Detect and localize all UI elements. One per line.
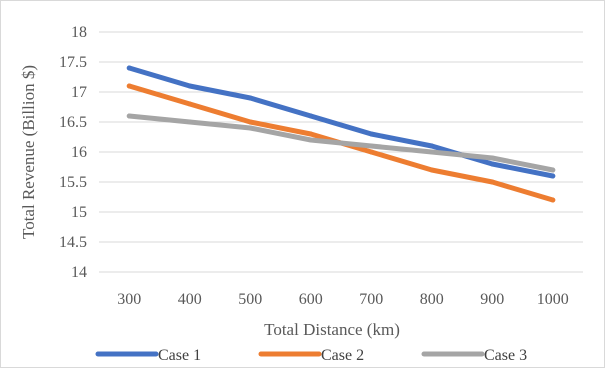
legend-label-case-3: Case 3 [484,347,527,364]
data-point-case-2 [126,83,132,89]
series-line-case-1 [126,65,556,179]
data-point-case-3 [126,113,132,119]
y-tick-label: 16 [71,144,87,161]
y-tick-label: 14 [71,264,87,281]
y-tick-label: 15.5 [59,174,87,191]
data-point-case-3 [550,167,556,173]
y-tick-label: 14.5 [59,234,87,251]
x-tick-label: 900 [480,291,504,308]
data-point-case-2 [308,131,314,137]
x-tick-label: 700 [359,291,383,308]
data-point-case-2 [247,119,253,125]
data-point-case-3 [368,143,374,149]
gridlines [99,31,583,273]
legend: Case 1 Case 2 Case 3 [95,347,527,364]
data-point-case-1 [550,173,556,179]
x-tick-label: 400 [178,291,202,308]
y-tick-label: 17.5 [59,54,87,71]
data-point-case-1 [429,143,435,149]
data-point-case-3 [308,137,314,143]
y-axis-title: Total Revenue (Billion $) [19,65,38,239]
x-axis-title: Total Distance (km) [264,320,400,339]
legend-label-case-1: Case 1 [158,347,201,364]
data-point-case-1 [247,95,253,101]
data-point-case-1 [187,83,193,89]
y-tick-label: 17 [71,84,87,101]
x-tick-label: 500 [238,291,262,308]
data-point-case-3 [489,155,495,161]
y-tick-label: 15 [71,204,87,221]
x-tick-label: 600 [299,291,323,308]
data-point-case-1 [308,113,314,119]
x-tick-label: 300 [117,291,141,308]
data-point-case-2 [368,149,374,155]
data-point-case-1 [489,161,495,167]
data-point-case-1 [368,131,374,137]
data-point-case-2 [489,179,495,185]
series-line-case-3 [126,113,556,173]
data-point-case-1 [126,65,132,71]
y-tick-label: 18 [71,24,87,41]
data-point-case-3 [247,125,253,131]
data-point-case-2 [550,197,556,203]
y-axis-ticks: 14 14.5 15 15.5 16 16.5 17 17.5 18 [59,24,87,281]
x-tick-label: 1000 [537,291,569,308]
legend-label-case-2: Case 2 [321,347,364,364]
series-lines [126,65,556,203]
x-axis-ticks: 300 400 500 600 700 800 900 1000 [117,291,569,308]
data-point-case-3 [429,149,435,155]
y-tick-label: 16.5 [59,114,87,131]
data-point-case-3 [187,119,193,125]
data-point-case-2 [429,167,435,173]
data-point-case-2 [187,101,193,107]
x-tick-label: 800 [420,291,444,308]
